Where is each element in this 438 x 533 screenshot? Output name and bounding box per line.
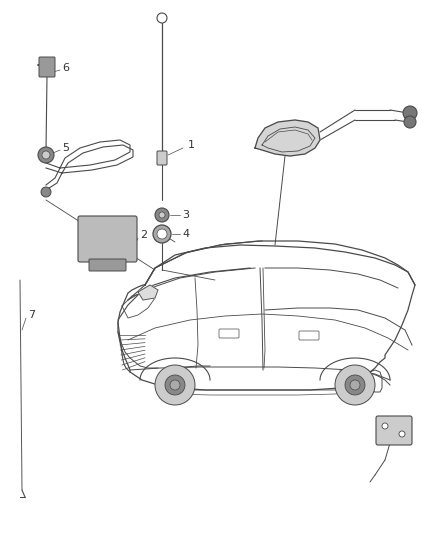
Circle shape (38, 147, 54, 163)
Circle shape (399, 431, 405, 437)
Circle shape (404, 116, 416, 128)
FancyBboxPatch shape (376, 416, 412, 445)
Text: 4: 4 (182, 229, 189, 239)
FancyBboxPatch shape (157, 151, 167, 165)
FancyBboxPatch shape (299, 331, 319, 340)
Circle shape (403, 106, 417, 120)
Text: 1: 1 (188, 140, 195, 150)
Polygon shape (138, 285, 158, 300)
Circle shape (41, 187, 51, 197)
Polygon shape (255, 120, 320, 156)
Circle shape (155, 208, 169, 222)
Circle shape (345, 375, 365, 395)
Text: 5: 5 (62, 143, 69, 153)
Circle shape (157, 13, 167, 23)
FancyBboxPatch shape (89, 259, 126, 271)
Text: 6: 6 (62, 63, 69, 73)
FancyBboxPatch shape (78, 216, 137, 262)
Circle shape (153, 225, 171, 243)
Circle shape (155, 365, 195, 405)
Circle shape (165, 375, 185, 395)
Text: 3: 3 (182, 210, 189, 220)
Circle shape (42, 151, 50, 159)
Text: 2: 2 (140, 230, 147, 240)
Circle shape (170, 380, 180, 390)
Circle shape (350, 380, 360, 390)
Circle shape (382, 423, 388, 429)
FancyBboxPatch shape (39, 57, 55, 77)
Circle shape (157, 229, 167, 239)
Circle shape (159, 212, 165, 218)
Text: 7: 7 (28, 310, 35, 320)
FancyBboxPatch shape (219, 329, 239, 338)
Circle shape (335, 365, 375, 405)
